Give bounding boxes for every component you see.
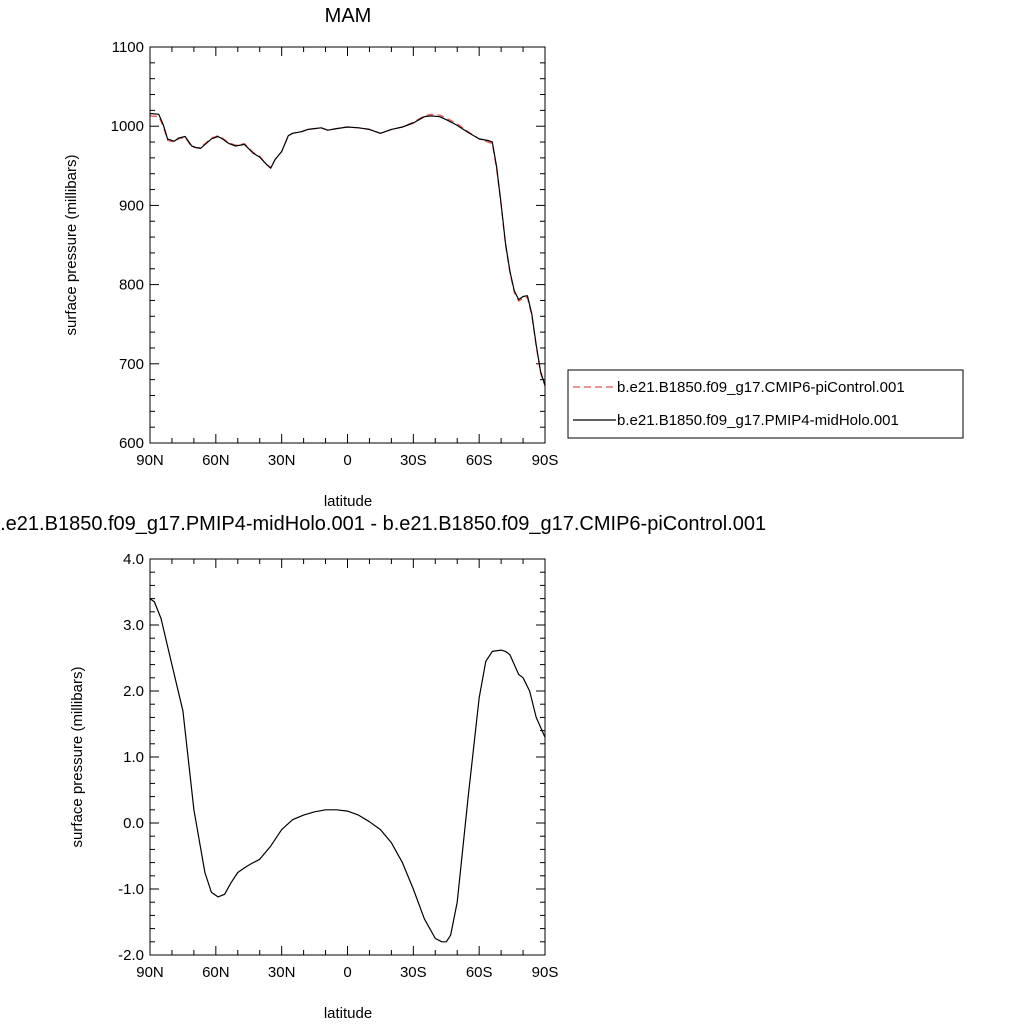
top-ticks: 90N 60N 30N 0 30S 60S 90S 1100 1000 900 800 700 600 bbox=[111, 39, 559, 469]
top-series bbox=[149, 112, 546, 387]
legend-label-picontrol: b.e21.B1850.f09_g17.CMIP6-piControl.001 bbox=[617, 379, 905, 396]
bottom-y-axis-title: surface pressure (millibars) bbox=[69, 667, 86, 848]
top-x-tick-label: 60S bbox=[466, 452, 493, 469]
top-panel: MAM 90N 60N 30N 0 30S 60S 90S 1100 1000 900 800 700… bbox=[63, 5, 964, 510]
bottom-y-tick-label: 1.0 bbox=[123, 749, 144, 766]
top-chart-title: MAM bbox=[325, 5, 372, 27]
top-x-tick-label: 60N bbox=[202, 452, 230, 469]
top-y-tick-label: 1100 bbox=[112, 39, 144, 56]
top-y-tick-label: 600 bbox=[119, 435, 144, 452]
top-y-tick-label: 700 bbox=[119, 356, 144, 373]
legend-label-midholo: b.e21.B1850.f09_g17.PMIP4-midHolo.001 bbox=[617, 412, 899, 429]
top-y-tick-label: 800 bbox=[119, 277, 144, 294]
bottom-y-tick-label: -1.0 bbox=[118, 881, 144, 898]
bottom-x-tick-label: 60S bbox=[466, 964, 493, 981]
top-x-tick-label: 30S bbox=[400, 452, 427, 469]
bottom-y-tick-label: 0.0 bbox=[123, 815, 144, 832]
bottom-y-tick-label: 2.0 bbox=[123, 683, 144, 700]
top-series-line-1 bbox=[149, 112, 546, 386]
bottom-y-tick-label: -2.0 bbox=[118, 947, 144, 964]
bottom-panel: b.e21.B1850.f09_g17.PMIP4-midHolo.001 - … bbox=[0, 513, 766, 1022]
bottom-x-tick-label: 60N bbox=[202, 964, 230, 981]
top-x-tick-label: 30N bbox=[268, 452, 296, 469]
bottom-plot-frame bbox=[149, 558, 546, 956]
top-plot-frame bbox=[149, 46, 546, 444]
top-x-axis-title: latitude bbox=[324, 493, 372, 510]
top-y-tick-label: 1000 bbox=[111, 118, 144, 135]
legend-box bbox=[567, 369, 964, 439]
top-x-tick-label: 90S bbox=[532, 452, 559, 469]
bottom-y-tick-label: 3.0 bbox=[123, 617, 144, 634]
bottom-x-tick-label: 90N bbox=[136, 964, 164, 981]
bottom-ticks: 90N 60N 30N 0 30S 60S 90S 4.0 3.0 2.0 1.0 0.0 -1.0 -2… bbox=[118, 551, 558, 981]
bottom-y-tick-label: 4.0 bbox=[123, 551, 144, 568]
bottom-x-tick-label: 30N bbox=[268, 964, 296, 981]
bottom-chart-title: b.e21.B1850.f09_g17.PMIP4-midHolo.001 - … bbox=[0, 513, 766, 535]
top-x-tick-label: 0 bbox=[343, 452, 351, 469]
top-series-line-0 bbox=[149, 113, 546, 387]
top-y-tick-label: 900 bbox=[119, 197, 144, 214]
bottom-x-tick-label: 30S bbox=[400, 964, 427, 981]
bottom-x-tick-label: 90S bbox=[532, 964, 559, 981]
bottom-series bbox=[149, 598, 546, 943]
bottom-x-tick-label: 0 bbox=[343, 964, 351, 981]
top-y-axis-title: surface pressure (millibars) bbox=[63, 155, 80, 336]
bottom-x-axis-title: latitude bbox=[324, 1005, 372, 1022]
bottom-series-line-0 bbox=[149, 598, 546, 943]
legend: b.e21.B1850.f09_g17.CMIP6-piControl.001 … bbox=[567, 369, 964, 439]
top-x-tick-label: 90N bbox=[136, 452, 164, 469]
